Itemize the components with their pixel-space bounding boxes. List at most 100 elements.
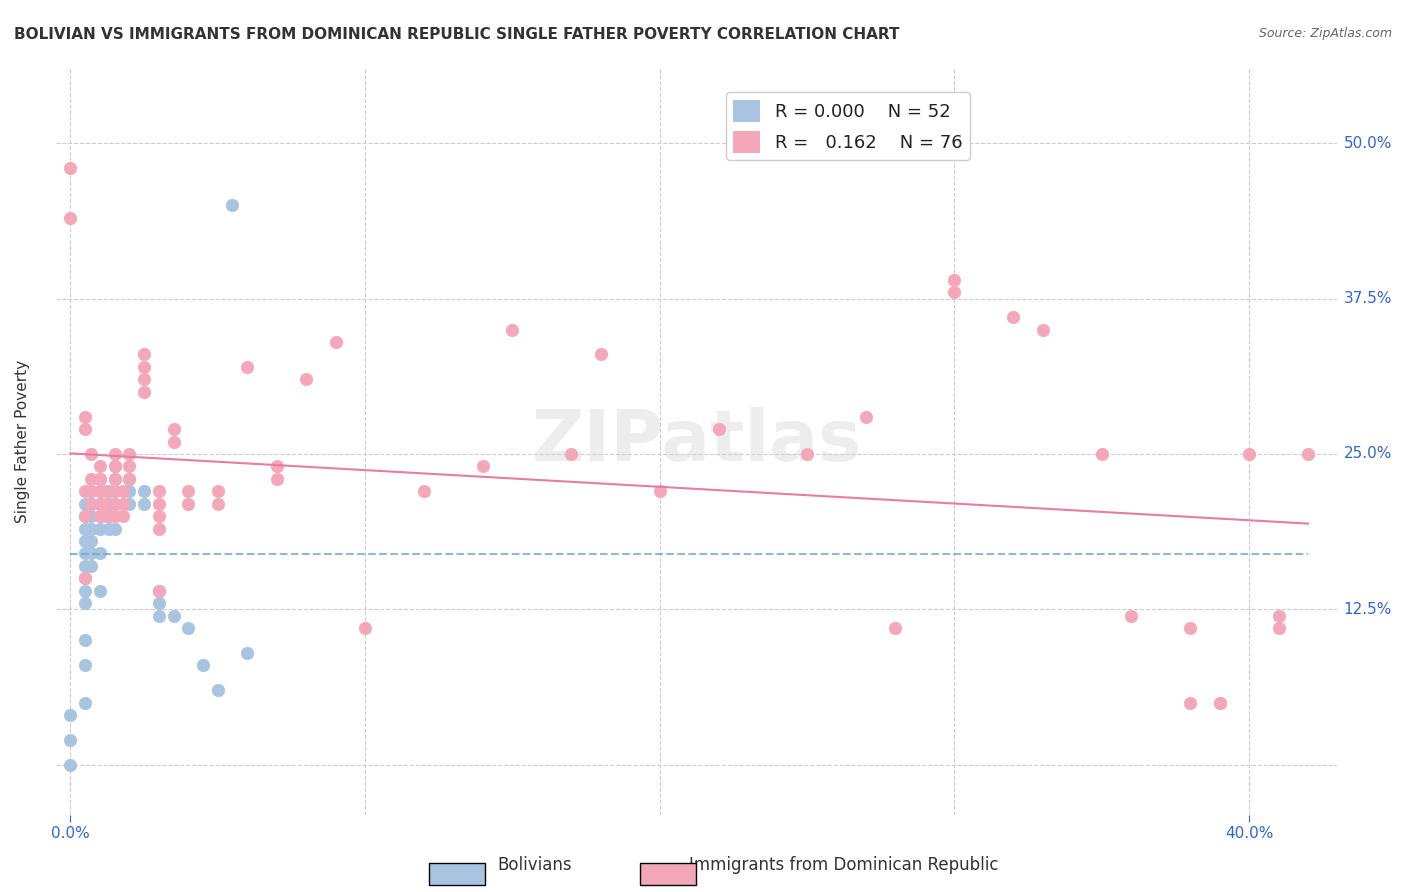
Legend: R = 0.000    N = 52, R =   0.162    N = 76: R = 0.000 N = 52, R = 0.162 N = 76 [725,93,970,160]
Point [1178,621,1201,635]
Point [89,497,111,511]
Point [89,497,111,511]
Point [97,484,120,499]
Point [236,646,259,660]
Point [80,484,103,499]
Point [118,447,141,461]
Point [177,621,200,635]
Point [75,583,97,598]
Point [148,583,170,598]
Point [148,484,170,499]
Point [648,484,671,499]
Text: 12.5%: 12.5% [1343,602,1392,617]
Point [59,757,82,772]
Point [943,273,966,287]
Text: 25.0%: 25.0% [1343,447,1392,461]
Point [1208,696,1230,710]
Point [75,633,97,648]
Point [855,409,877,424]
Point [75,509,97,524]
Point [1208,696,1230,710]
Point [207,497,229,511]
Point [1237,447,1260,461]
Point [104,522,127,536]
Point [89,546,111,560]
Point [80,509,103,524]
Point [132,497,155,511]
Point [266,472,288,486]
Point [221,198,243,212]
Point [104,459,127,474]
Point [89,472,111,486]
Point [89,484,111,499]
Text: Bolivians: Bolivians [496,856,572,874]
Point [354,621,377,635]
Point [80,484,103,499]
Point [75,658,97,673]
Point [80,472,103,486]
Point [75,596,97,610]
Point [132,347,155,361]
Point [501,323,523,337]
Point [104,459,127,474]
Point [75,522,97,536]
Point [80,447,103,461]
Point [118,472,141,486]
Point [75,696,97,710]
Point [132,359,155,374]
Point [148,509,170,524]
Text: ZIPatlas: ZIPatlas [531,407,862,476]
Point [59,733,82,747]
Point [118,497,141,511]
Y-axis label: Single Father Poverty: Single Father Poverty [15,360,30,523]
Point [266,459,288,474]
Point [132,384,155,399]
Point [236,359,259,374]
Point [89,522,111,536]
Point [59,161,82,175]
Point [75,546,97,560]
Text: 37.5%: 37.5% [1343,291,1392,306]
Point [413,484,436,499]
Point [148,596,170,610]
Point [80,533,103,548]
Point [104,472,127,486]
Point [89,459,111,474]
Point [89,509,111,524]
Point [132,484,155,499]
Point [295,372,318,386]
Point [104,497,127,511]
Point [118,472,141,486]
Point [104,484,127,499]
Point [162,608,184,623]
Point [75,571,97,585]
Text: BOLIVIAN VS IMMIGRANTS FROM DOMINICAN REPUBLIC SINGLE FATHER POVERTY CORRELATION: BOLIVIAN VS IMMIGRANTS FROM DOMINICAN RE… [14,27,900,42]
Point [162,434,184,449]
Point [112,497,135,511]
Point [94,509,117,524]
Point [89,484,111,499]
Point [118,459,141,474]
Point [97,497,120,511]
Point [59,211,82,225]
Text: Immigrants from Dominican Republic: Immigrants from Dominican Republic [689,856,998,874]
Point [112,484,135,499]
Point [80,546,103,560]
Point [75,497,97,511]
Point [104,497,127,511]
Point [97,509,120,524]
Point [75,422,97,436]
Point [1091,447,1114,461]
Point [177,484,200,499]
Point [148,608,170,623]
Text: Source: ZipAtlas.com: Source: ZipAtlas.com [1258,27,1392,40]
Point [94,484,117,499]
Point [207,484,229,499]
Point [796,447,818,461]
Point [707,422,730,436]
Point [59,708,82,723]
Point [148,497,170,511]
Point [104,509,127,524]
Text: 50.0%: 50.0% [1343,136,1392,151]
Point [148,583,170,598]
